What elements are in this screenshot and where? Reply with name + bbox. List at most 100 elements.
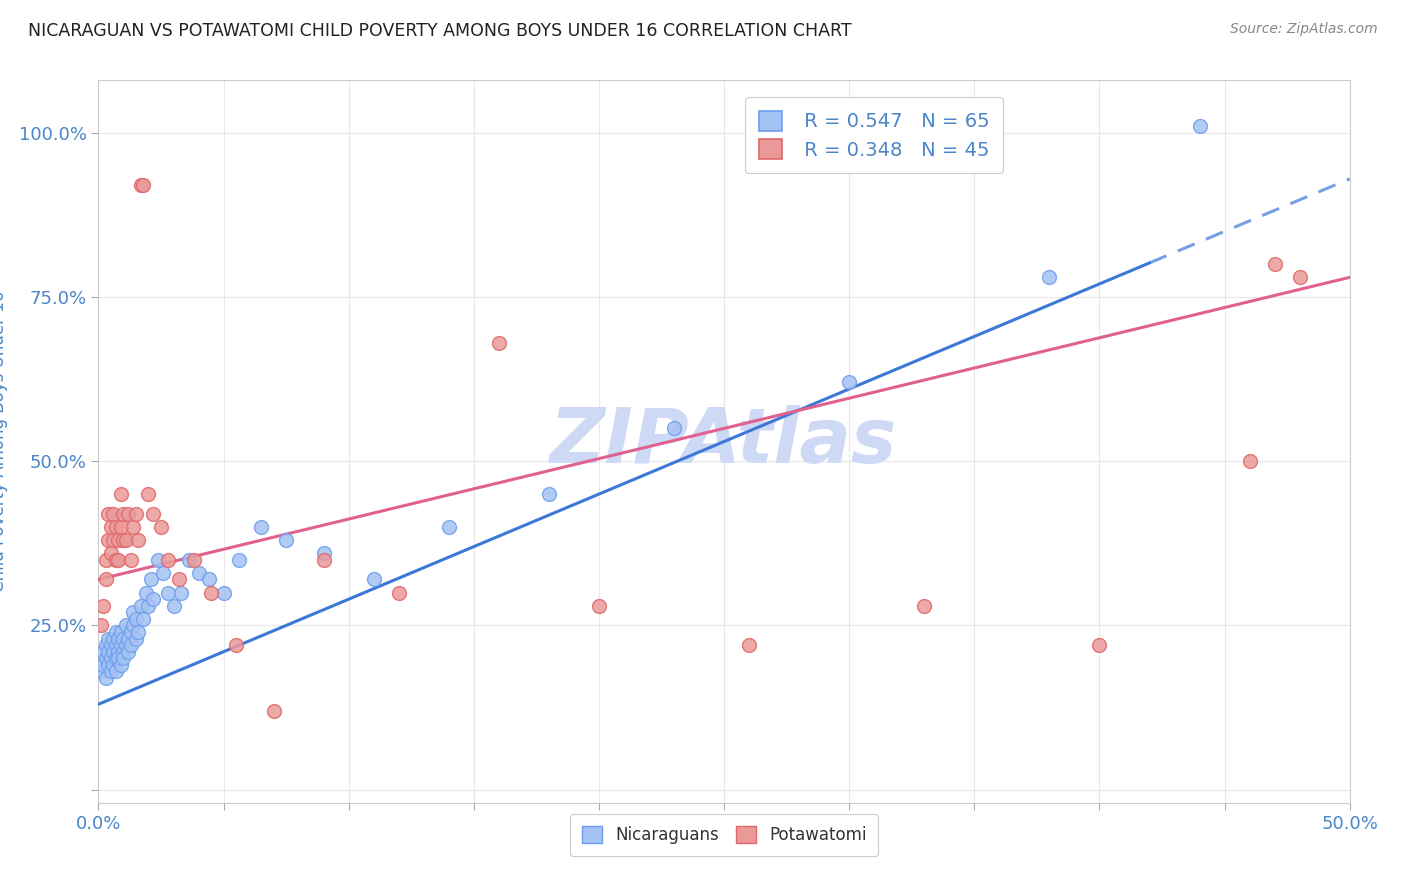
Point [104,665,127,679]
Point [100,520,122,534]
Point [97,632,120,646]
Point [107,533,129,547]
Point [103,645,125,659]
Point [197,573,219,587]
Point [162,599,184,613]
Point [312,553,335,567]
Point [437,520,460,534]
Point [738,638,761,652]
Point [129,599,152,613]
Point [112,645,135,659]
Point [97,533,120,547]
Point [177,553,200,567]
Point [122,618,145,632]
Point [263,704,285,718]
Point [1188,120,1211,134]
Point [125,632,148,646]
Point [115,533,138,547]
Y-axis label: Child Poverty Among Boys Under 16: Child Poverty Among Boys Under 16 [0,291,7,592]
Point [93,657,115,672]
Point [1288,270,1310,285]
Point [488,336,510,351]
Point [388,585,411,599]
Point [100,638,122,652]
Point [93,599,115,613]
Point [100,546,122,560]
Point [170,585,193,599]
Point [115,638,138,652]
Point [97,507,120,521]
Point [112,507,135,521]
Point [225,638,247,652]
Point [127,625,149,640]
Point [200,585,222,599]
Point [110,638,132,652]
Text: ZIPAtlas: ZIPAtlas [550,405,898,478]
Point [274,533,298,547]
Point [139,573,162,587]
Point [90,618,112,632]
Point [912,599,935,613]
Point [110,487,132,501]
Point [148,553,170,567]
Point [110,520,132,534]
Point [120,553,142,567]
Point [662,421,685,435]
Point [150,520,173,534]
Point [250,520,273,534]
Point [94,651,117,665]
Point [110,625,132,640]
Point [125,612,148,626]
Point [1264,257,1286,271]
Point [187,566,209,580]
Point [138,487,160,501]
Point [120,638,142,652]
Point [103,507,125,521]
Point [537,487,560,501]
Point [112,651,135,665]
Text: Source: ZipAtlas.com: Source: ZipAtlas.com [1230,22,1378,37]
Point [1038,270,1060,285]
Point [588,599,610,613]
Point [122,520,145,534]
Point [104,553,127,567]
Point [97,657,120,672]
Point [104,625,127,640]
Point [125,507,148,521]
Point [112,533,135,547]
Point [97,645,120,659]
Legend: Nicaraguans, Potawatomi: Nicaraguans, Potawatomi [569,814,879,856]
Point [112,632,135,646]
Point [100,665,122,679]
Point [100,651,122,665]
Point [104,638,127,652]
Point [157,553,180,567]
Point [107,553,129,567]
Point [110,657,132,672]
Point [129,178,152,193]
Point [122,605,145,619]
Point [103,632,125,646]
Point [90,665,112,679]
Point [312,546,335,560]
Point [127,533,149,547]
Point [212,585,235,599]
Point [117,645,139,659]
Point [107,632,129,646]
Point [94,638,117,652]
Point [138,599,160,613]
Point [117,507,139,521]
Point [167,573,190,587]
Point [103,533,125,547]
Point [104,651,127,665]
Point [93,645,115,659]
Point [115,618,138,632]
Point [157,585,180,599]
Point [107,645,129,659]
Point [132,178,155,193]
Point [228,553,250,567]
Point [142,592,165,607]
Point [120,625,142,640]
Point [1088,638,1111,652]
Point [103,657,125,672]
